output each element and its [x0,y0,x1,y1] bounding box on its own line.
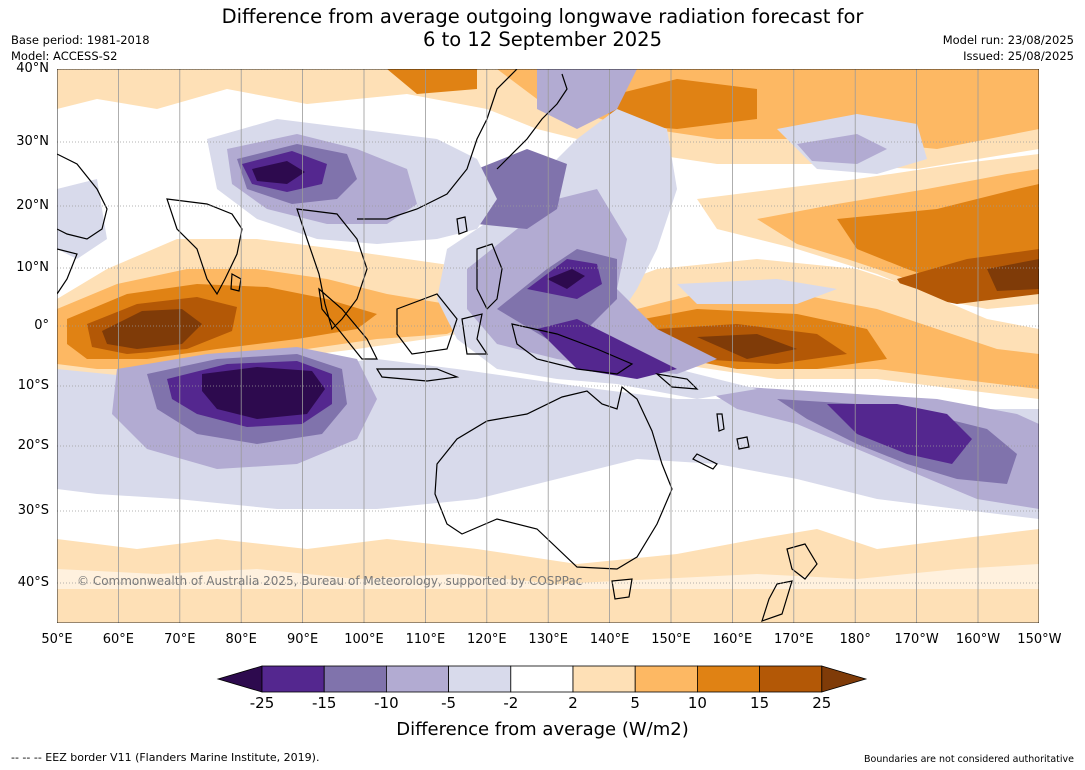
colorbar-segment [510,665,574,693]
colorbar-segment [385,665,449,693]
longitude-label: 120°E [467,632,507,647]
anomaly-region [387,69,477,94]
longitude-label: 110°E [405,632,446,647]
anomaly-region [827,404,972,464]
colorbar-tick-label: -10 [374,694,399,712]
colorbar [216,665,868,693]
longitude-label: 50°E [41,632,73,647]
anomaly-region [697,334,797,359]
colorbar-segment [759,665,823,693]
copyright-notice: © Commonwealth of Australia 2025, Bureau… [77,574,583,588]
sulawesi-outline [461,313,489,355]
anomaly-region [477,149,567,229]
coastlines [57,69,818,622]
borneo-outline [396,293,458,355]
colorbar-segment [448,665,512,693]
longitude-label: 90°E [286,632,319,647]
anomaly-region [547,269,585,289]
anomaly-region [537,69,637,129]
arabia-outline [57,153,108,240]
philippines-outline [476,243,503,311]
colorbar-tick-label: 2 [568,694,578,712]
longitude-label: 180° [839,632,871,647]
issued-label: Issued: 25/08/2025 [963,49,1074,63]
longitude-label: 140°E [589,632,630,647]
anomaly-region [202,367,325,419]
longitude-label: 150°W [1017,632,1062,647]
olr-anomaly-map [57,69,1039,623]
new-zealand-outline [761,543,818,622]
meta-right: Model run: 23/08/2025 Issued: 25/08/2025 [943,32,1074,64]
anomaly-region [537,319,677,379]
map-title-line-2: 6 to 12 September 2025 [423,28,662,51]
anomaly-region [57,179,107,259]
colorbar-segment [634,665,698,693]
tasmania-outline [611,578,633,600]
latitude-label: 10°S [17,378,49,393]
latitude-label: 40°N [16,61,49,76]
china-coast [357,69,518,220]
anomaly-region [252,161,305,184]
colorbar-tick-label: 5 [630,694,640,712]
colorbar-extend-low [216,665,263,693]
latitude-label: 30°N [16,134,49,149]
colorbar-segment [572,665,636,693]
longitude-label: 80°E [225,632,257,647]
longitude-label: 170°W [894,632,939,647]
taiwan-outline [456,216,468,235]
longitude-label: 100°E [344,632,384,647]
longitude-label: 60°E [102,632,135,647]
latitude-label: 40°S [17,575,49,590]
colorbar-tick-label: 10 [687,694,707,712]
japan-outline [496,73,568,170]
graticule [57,69,1039,623]
boundaries-disclaimer: Boundaries are not considered authoritat… [864,754,1074,765]
anomaly-region [797,134,887,164]
model-run-label: Model run: 23/08/2025 [942,33,1074,47]
africa-horn-outline [57,248,78,295]
latitude-label: 30°S [17,503,49,518]
india-outline [166,198,243,296]
meta-left: Base period: 1981-2018 Model: ACCESS-S2 [11,32,150,64]
longitude-label: 150°E [651,632,691,647]
colorbar-extend-high [821,665,868,693]
australia-outline [434,385,673,570]
base-period-label: Base period: 1981-2018 [11,33,150,47]
latitude-label: 20°S [17,438,49,453]
map-title-line-1: Difference from average outgoing longwav… [221,5,864,28]
longitude-label: 160°E [712,632,753,647]
colorbar-title: Difference from average (W/m2) [396,719,689,740]
longitude-label: 130°E [528,632,568,647]
colorbar-tick-label: -15 [311,694,337,712]
solomon-outline [654,373,699,390]
colorbar-tick-label: -25 [249,694,275,712]
sumatra-outline [318,287,378,360]
colorbar-tick-label: 25 [812,694,832,712]
colorbar-segments [216,665,868,693]
anomaly-region [677,279,837,304]
model-label: Model: ACCESS-S2 [11,49,118,63]
latitude-label: 0° [34,318,49,333]
longitude-label: 160°W [955,632,1001,647]
anomaly-region [597,79,757,129]
anomaly-region [102,309,202,349]
new-caledonia-outline [692,453,718,470]
longitude-label: 70°E [164,632,196,647]
sri-lanka-outline [230,273,242,292]
colorbar-tick-label: -2 [503,694,519,712]
colorbar-tick-label: -5 [441,694,457,712]
longitude-label: 170°E [774,632,814,647]
anomaly-region [987,259,1039,291]
vanuatu-outline [716,413,725,432]
latitude-label: 10°N [16,260,49,275]
colorbar-segment [261,665,325,693]
indochina-outline [296,208,368,331]
java-outline [375,368,460,382]
colorbar-tick-label: 15 [750,694,770,712]
eez-legend-note: -- -- -- EEZ border V11 (Flanders Marine… [11,751,320,764]
new-guinea-outline [511,323,634,375]
colorbar-segment [697,665,761,693]
colorbar-segment [323,665,387,693]
latitude-label: 20°N [16,198,49,213]
